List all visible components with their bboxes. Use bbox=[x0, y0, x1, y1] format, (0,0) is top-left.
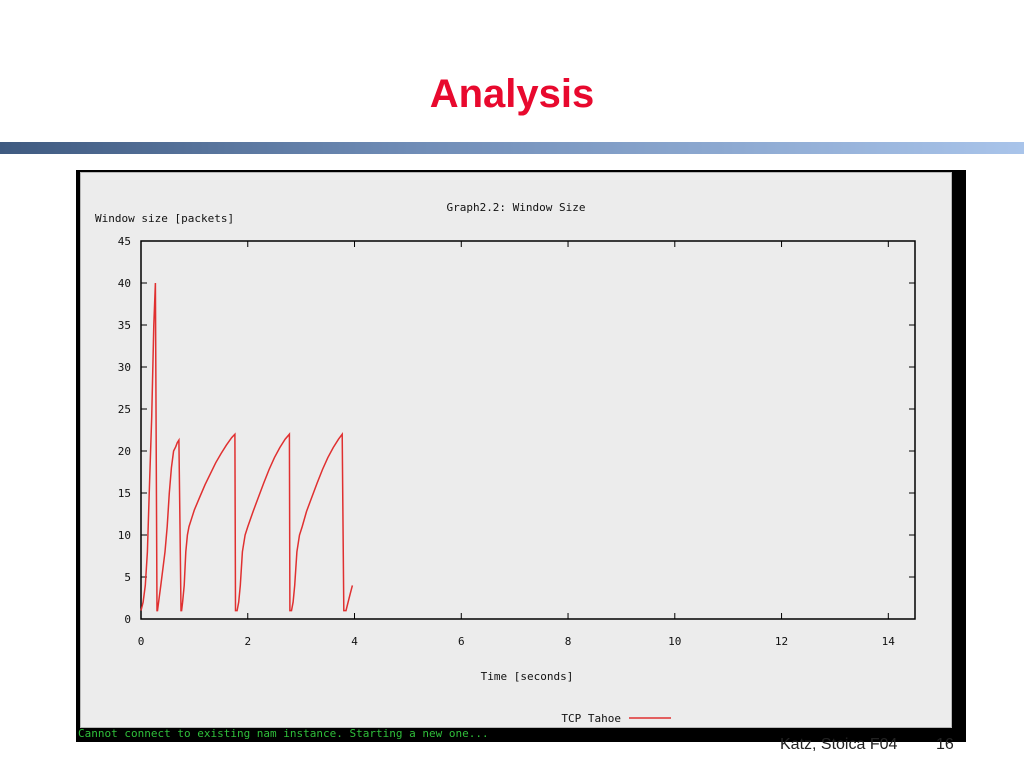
x-tick-label: 10 bbox=[668, 635, 681, 648]
graph-window: Graph2.2: Window Size Window size [packe… bbox=[80, 172, 952, 728]
chart-title: Graph2.2: Window Size bbox=[446, 201, 585, 214]
x-tick-label: 14 bbox=[882, 635, 896, 648]
x-tick-label: 4 bbox=[351, 635, 358, 648]
x-axis-label: Time [seconds] bbox=[481, 670, 574, 683]
legend: TCP Tahoe bbox=[561, 712, 671, 725]
y-tick-label: 30 bbox=[118, 361, 131, 374]
x-tick-label: 2 bbox=[244, 635, 251, 648]
plot-area bbox=[140, 240, 916, 620]
y-tick-label: 40 bbox=[118, 277, 131, 290]
x-tick-label: 12 bbox=[775, 635, 788, 648]
y-tick-label: 5 bbox=[124, 571, 131, 584]
x-tick-label: 8 bbox=[565, 635, 572, 648]
series-line-tcp-tahoe bbox=[140, 282, 354, 612]
y-tick-label: 45 bbox=[118, 235, 131, 248]
terminal-output: Cannot connect to existing nam instance.… bbox=[78, 728, 489, 740]
embedded-screenshot: Graph2.2: Window Size Window size [packe… bbox=[76, 170, 966, 742]
page-number: 16 bbox=[936, 736, 954, 753]
y-tick-label: 10 bbox=[118, 529, 131, 542]
legend-label: TCP Tahoe bbox=[561, 712, 621, 725]
y-tick-label: 25 bbox=[118, 403, 131, 416]
slide-footer: Katz, Stoica F04 bbox=[780, 736, 898, 753]
y-tick-label: 15 bbox=[118, 487, 131, 500]
y-tick-label: 35 bbox=[118, 319, 131, 332]
slide-title: Analysis bbox=[429, 72, 595, 116]
x-tick-label: 6 bbox=[458, 635, 465, 648]
window-size-chart: Graph2.2: Window Size Window size [packe… bbox=[95, 201, 916, 725]
y-tick-label: 20 bbox=[118, 445, 131, 458]
title-underline-bar bbox=[0, 142, 1024, 154]
y-axis-label: Window size [packets] bbox=[95, 212, 234, 225]
y-tick-label: 0 bbox=[124, 613, 131, 626]
x-tick-label: 0 bbox=[138, 635, 145, 648]
